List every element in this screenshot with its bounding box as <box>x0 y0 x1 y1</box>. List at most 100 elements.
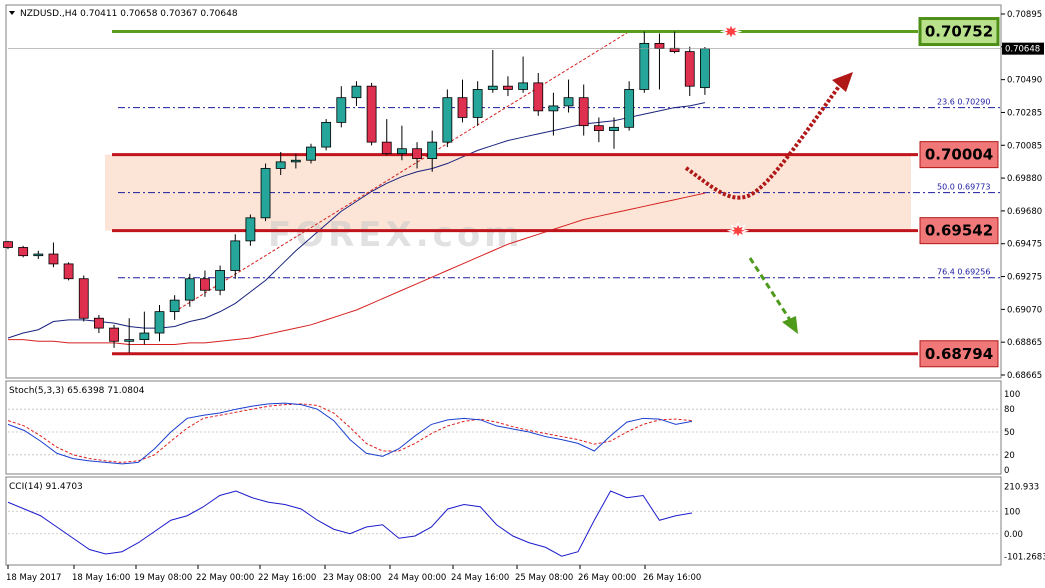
stoch-axis-label: 50 <box>1004 428 1015 438</box>
bear-candle <box>412 148 422 159</box>
bull-candle <box>563 97 574 107</box>
level-box-label: 0.70752 <box>925 23 993 41</box>
bull-candle <box>139 332 150 341</box>
price-levels: 0.70752 0.70004 0.69542 0.68794 <box>112 17 1000 368</box>
current-price-tag <box>1002 42 1044 55</box>
time-tick-label: 23 May 08:00 <box>323 573 381 583</box>
fib-label: 76.4 0.69256 <box>937 268 990 277</box>
price-tick-label: 0.68665 <box>1007 371 1042 381</box>
time-tick-label: 26 May 00:00 <box>578 573 636 583</box>
bull-candle <box>548 105 559 112</box>
price-tick-label: 0.70285 <box>1007 108 1042 118</box>
price-tick-label: 0.70895 <box>1007 10 1042 20</box>
stoch-axis-label: 80 <box>1004 405 1015 415</box>
bear-candle <box>684 51 695 87</box>
candlesticks <box>3 31 710 353</box>
level-box-label: 0.68794 <box>925 345 993 363</box>
bull-candle <box>427 141 438 159</box>
level-box-label: 0.69542 <box>925 222 993 240</box>
time-tick-label: 24 May 00:00 <box>388 573 446 583</box>
price-tick-label: 0.69475 <box>1007 240 1042 250</box>
bull-candle <box>306 146 316 161</box>
cci-axis-label: 0.00 <box>1004 530 1023 540</box>
bear-candle <box>381 141 392 155</box>
bull-candle <box>230 240 241 271</box>
arrow-up-head <box>832 72 853 92</box>
level-box <box>919 340 999 368</box>
bull-candle <box>260 168 271 219</box>
time-tick-label: 22 May 16:00 <box>258 573 316 583</box>
bull-candle <box>290 159 301 163</box>
bear-candle <box>3 241 13 248</box>
bear-candle <box>669 47 680 53</box>
arrow-down-head <box>782 316 798 334</box>
trend-channel-line <box>174 31 630 313</box>
cci-panel-frame <box>5 476 1002 566</box>
bull-candle <box>624 89 635 128</box>
price-tick-label: 0.70490 <box>1007 76 1042 86</box>
cci-axis-label: -101.2683 <box>1004 553 1045 563</box>
bull-candle <box>700 48 710 89</box>
price-tick-label: 0.69880 <box>1007 174 1042 184</box>
bull-candle <box>609 126 619 132</box>
bear-candle <box>593 125 604 132</box>
bull-candle <box>351 85 362 99</box>
cci-panel: 210.933 100 0.00 -101.2683 <box>7 482 1045 563</box>
bull-candle <box>245 217 256 242</box>
bull-candle <box>184 278 195 301</box>
stoch-axis-label: 0 <box>1004 466 1009 476</box>
main-title: NZDUSD.,H4 0.70411 0.70658 0.70367 0.706… <box>20 9 238 19</box>
stoch-title: Stoch(5,3,3) 65.6398 71.0804 <box>9 386 145 396</box>
watermark-text: FOREX.com <box>268 215 524 255</box>
annotations <box>684 22 853 334</box>
bear-candle <box>109 327 119 342</box>
bull-candle <box>396 148 407 155</box>
starburst-icon <box>719 22 743 41</box>
stoch-main-line <box>7 402 693 465</box>
bear-candle <box>94 317 104 329</box>
cci-title: CCI(14) 91.4703 <box>9 482 83 492</box>
stochastic-panel: 100 80 50 20 0 <box>7 390 1020 476</box>
dashed-down-arrow <box>748 257 792 321</box>
bear-candle <box>457 97 468 118</box>
bull-candle <box>487 85 498 90</box>
bear-candle <box>48 253 59 265</box>
price-tick-label: 0.69680 <box>1007 207 1042 217</box>
time-tick-label: 24 May 16:00 <box>451 573 509 583</box>
bear-candle <box>18 247 29 257</box>
cci-axis-label: 210.933 <box>1004 482 1039 492</box>
bull-candle <box>124 339 135 342</box>
bear-candle <box>78 278 89 319</box>
price-tick-label: 0.68865 <box>1007 338 1042 348</box>
bull-candle <box>33 253 44 257</box>
bull-candle <box>215 270 226 291</box>
bull-candle <box>336 97 347 123</box>
level-box <box>919 217 999 245</box>
ma-slow-line <box>8 192 706 346</box>
level-box <box>919 141 999 169</box>
cci-axis-label: 100 <box>1004 507 1020 517</box>
price-tick-label: 0.69070 <box>1007 305 1042 315</box>
fib-label: 23.6 0.70290 <box>937 98 990 107</box>
dropdown-triangle-icon[interactable] <box>9 11 15 15</box>
cci-line <box>7 490 693 557</box>
bull-candle <box>169 299 180 313</box>
bull-candle <box>321 121 332 148</box>
stoch-axis-label: 100 <box>1004 390 1020 400</box>
time-tick-label: 25 May 08:00 <box>515 573 573 583</box>
fib-label: 50.0 0.69773 <box>937 183 990 192</box>
level-box <box>918 17 1000 47</box>
time-tick-label: 18 May 2017 <box>6 573 61 583</box>
bull-candle <box>442 97 453 143</box>
dotted-curve-up-arrow <box>684 83 842 200</box>
bull-candle <box>518 82 528 90</box>
bear-candle <box>578 97 589 127</box>
time-tick-label: 19 May 08:00 <box>134 573 192 583</box>
starburst-icon <box>726 222 750 240</box>
stoch-axis-label: 20 <box>1004 451 1015 461</box>
bear-candle <box>63 263 74 280</box>
bull-candle <box>472 89 483 118</box>
price-tick-label: 0.70085 <box>1007 141 1042 151</box>
level-box-label: 0.70004 <box>925 146 993 164</box>
